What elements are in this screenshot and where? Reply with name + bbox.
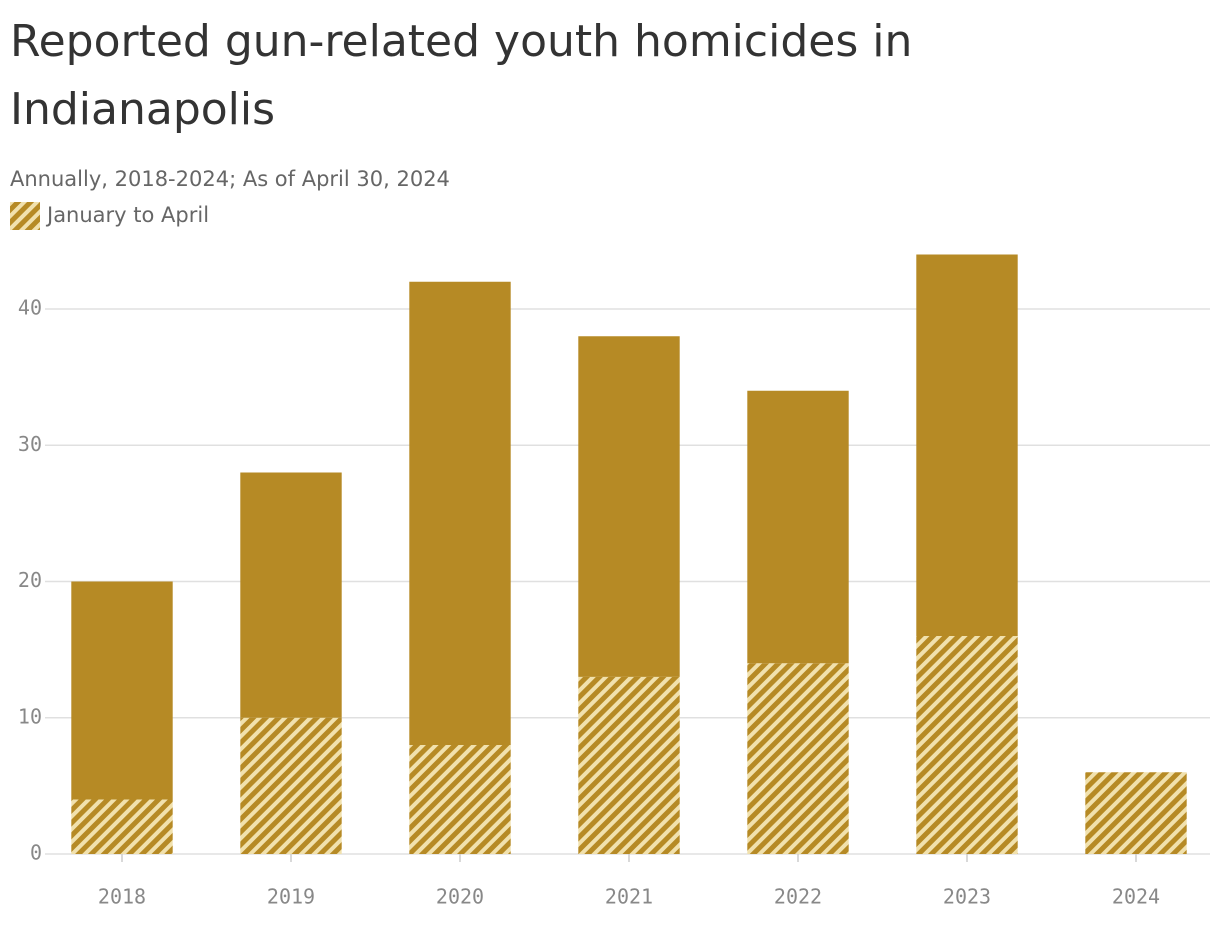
x-tick-label: 2018 bbox=[98, 885, 146, 909]
x-tick-label: 2019 bbox=[267, 885, 315, 909]
bar-segment bbox=[240, 472, 342, 718]
legend-label: January to April bbox=[45, 203, 209, 227]
bar-segment bbox=[1085, 772, 1187, 854]
bar-segment bbox=[409, 281, 511, 745]
y-tick-label: 0 bbox=[30, 841, 42, 865]
x-tick-label: 2021 bbox=[605, 885, 653, 909]
y-tick-label: 30 bbox=[18, 432, 42, 456]
legend-swatch bbox=[10, 202, 40, 230]
bar-segment bbox=[747, 663, 849, 854]
bar-segment bbox=[916, 254, 1018, 636]
bar-segment bbox=[71, 581, 173, 800]
chart-subtitle: Annually, 2018-2024; As of April 30, 202… bbox=[10, 167, 450, 191]
bar-segment bbox=[916, 636, 1018, 854]
x-tick-label: 2020 bbox=[436, 885, 484, 909]
bar-segment bbox=[71, 799, 173, 854]
y-tick-label: 10 bbox=[18, 704, 42, 728]
y-tick-label: 40 bbox=[18, 296, 42, 320]
bar-segment bbox=[409, 745, 511, 854]
bar-segment bbox=[578, 676, 680, 854]
y-tick-label: 20 bbox=[18, 568, 42, 592]
bar-segment bbox=[240, 717, 342, 854]
x-tick-label: 2024 bbox=[1112, 885, 1160, 909]
x-tick-label: 2023 bbox=[943, 885, 991, 909]
chart-title: Reported gun-related youth homicides in I… bbox=[10, 16, 912, 135]
x-tick-label: 2022 bbox=[774, 885, 822, 909]
bar-segment bbox=[578, 336, 680, 677]
bar-segment bbox=[747, 390, 849, 664]
